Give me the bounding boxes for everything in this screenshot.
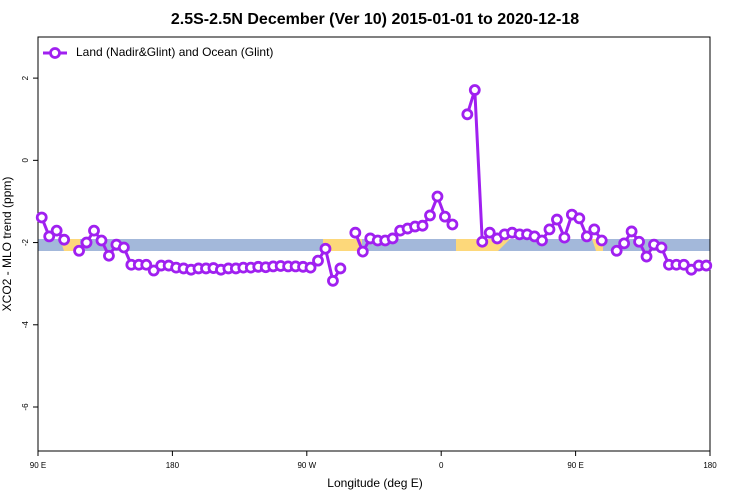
data-point	[312, 254, 324, 267]
data-point	[95, 234, 108, 247]
data-point	[416, 219, 429, 232]
y-tick-label: -6	[21, 403, 30, 411]
data-point	[558, 231, 571, 244]
data-point	[640, 250, 653, 263]
data-point	[103, 249, 115, 262]
data-point	[58, 233, 71, 246]
data-point	[618, 237, 631, 250]
data-point	[334, 262, 347, 275]
x-axis-label: Longitude (deg E)	[327, 476, 422, 490]
y-tick-label: -4	[21, 321, 30, 329]
data-point	[461, 108, 474, 121]
x-tick-label: 90 E	[30, 461, 46, 470]
data-point	[349, 226, 362, 239]
y-tick-label: -2	[21, 238, 30, 246]
y-tick-label: 0	[21, 158, 30, 163]
data-point	[356, 245, 369, 258]
data-point	[573, 212, 586, 225]
data-point	[424, 209, 436, 222]
data-point	[625, 225, 638, 238]
data-point	[536, 234, 548, 247]
data-point	[327, 274, 339, 287]
data-point	[35, 211, 48, 224]
data-point	[483, 226, 496, 239]
data-point	[633, 235, 645, 248]
x-tick-label: 180	[166, 461, 180, 470]
data-point	[446, 218, 459, 231]
x-tick-label: 90 W	[297, 461, 316, 470]
data-point	[80, 236, 93, 249]
data-point	[476, 235, 489, 248]
data-point	[543, 223, 556, 236]
y-tick-label: 2	[21, 75, 30, 80]
data-point	[88, 224, 100, 237]
data-point	[43, 230, 56, 243]
data-point	[117, 241, 130, 254]
data-point	[386, 232, 399, 245]
data-point	[439, 210, 451, 223]
series-line	[40, 88, 707, 283]
data-point	[431, 190, 444, 203]
data-point	[140, 258, 153, 271]
legend-marker	[49, 47, 61, 59]
data-point	[551, 213, 563, 226]
data-point	[304, 261, 317, 274]
data-point	[700, 259, 713, 272]
data-point	[50, 224, 63, 237]
data-point	[468, 84, 481, 96]
x-tick-label: 0	[439, 461, 444, 470]
x-tick-label: 180	[703, 461, 717, 470]
plot-frame	[37, 36, 711, 452]
land-band	[323, 239, 362, 251]
data-point	[610, 244, 623, 257]
data-point	[580, 230, 593, 243]
data-point	[595, 234, 608, 247]
legend-label: Land (Nadir&Glint) and Ocean (Glint)	[76, 45, 273, 59]
chart-title: 2.5S-2.5N December (Ver 10) 2015-01-01 t…	[171, 11, 579, 28]
x-tick-label: 90 E	[567, 461, 583, 470]
data-point	[319, 242, 332, 255]
y-axis-label: XCO2 - MLO trend (ppm)	[0, 177, 14, 312]
data-point	[588, 223, 601, 236]
data-point	[73, 244, 85, 257]
data-point	[655, 241, 668, 254]
